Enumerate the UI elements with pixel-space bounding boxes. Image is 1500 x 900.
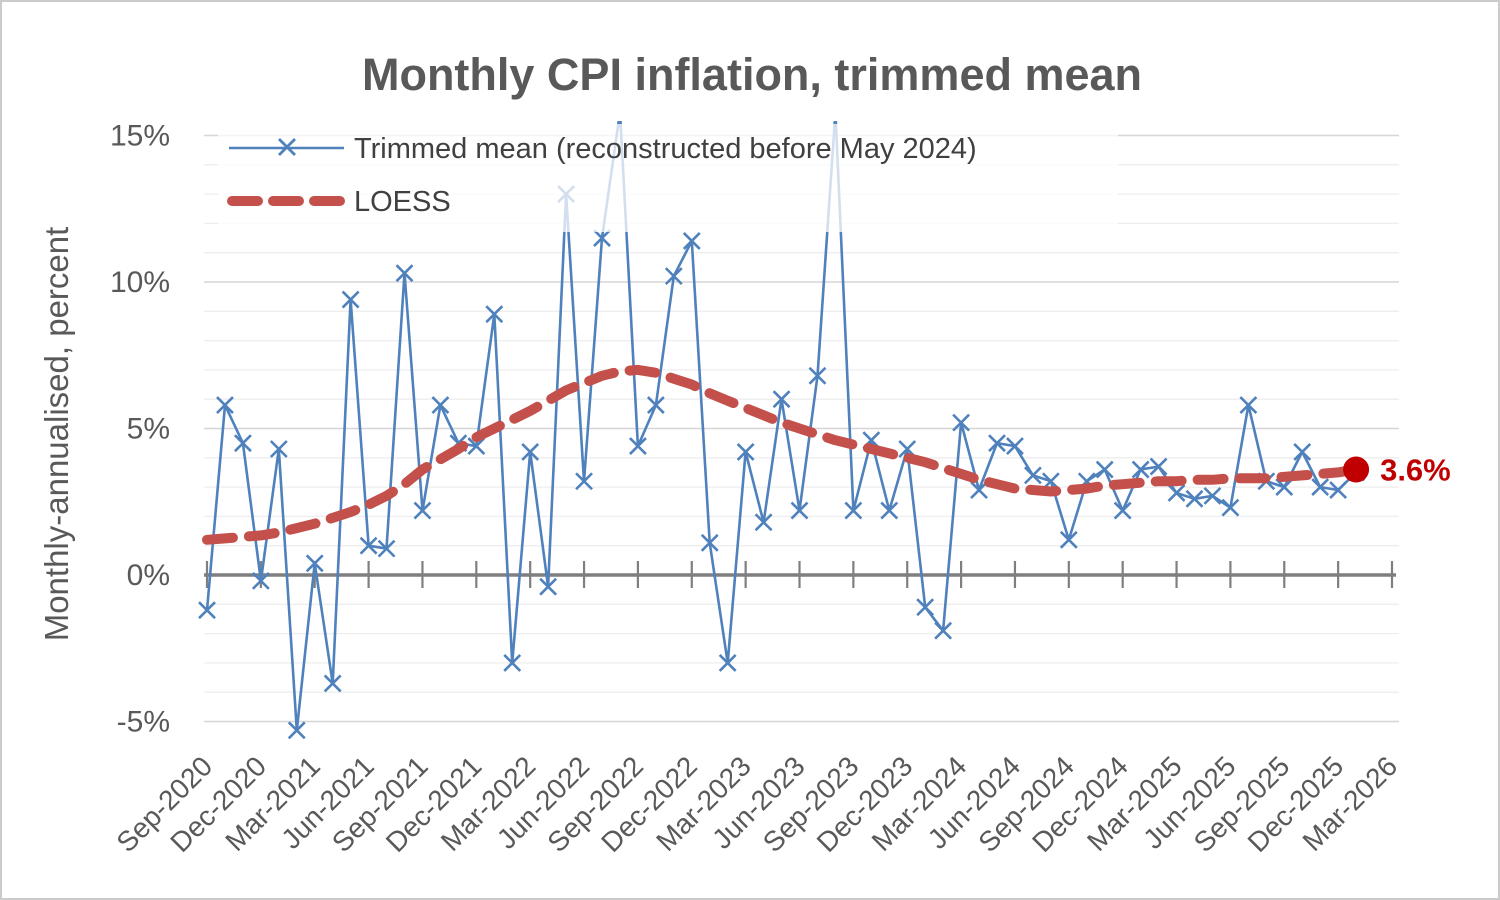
trimmed-mean-x-marker <box>664 267 683 286</box>
trimmed-mean-x-marker <box>503 653 522 672</box>
trimmed-mean-x-marker <box>1311 478 1330 497</box>
trimmed-mean-x-marker <box>682 232 701 250</box>
trimmed-mean-x-marker <box>970 481 988 499</box>
trimmed-mean-x-marker <box>395 264 414 283</box>
loess-legend-label: LOESS <box>354 186 451 218</box>
trimmed-mean-x-marker <box>1221 498 1240 517</box>
legend-item-loess[interactable]: LOESS <box>227 186 451 218</box>
trimmed-mean-x-marker <box>1113 501 1132 520</box>
y-tick-label: 0% <box>127 559 170 592</box>
trimmed-mean-x-marker <box>916 598 935 617</box>
trimmed-mean-x-marker <box>1239 396 1258 414</box>
trimmed-mean-x-marker <box>790 501 809 520</box>
trimmed-mean-x-marker <box>700 533 719 552</box>
trimmed-mean-x-marker <box>1293 443 1312 461</box>
series-layer <box>198 121 1366 740</box>
trimmed-mean-x-marker <box>1167 484 1186 502</box>
trimmed-mean-x-marker <box>1185 489 1204 508</box>
trimmed-mean-x-marker <box>305 554 324 573</box>
trimmed-mean-x-marker <box>1149 457 1168 476</box>
trimmed-mean-x-marker <box>1275 478 1294 497</box>
trimmed-mean-x-marker <box>646 396 665 414</box>
trimmed-mean-x-marker <box>772 390 791 409</box>
trimmed-mean-x-marker <box>269 440 288 458</box>
y-tick-label: -5% <box>117 706 170 739</box>
trimmed-mean-x-marker <box>934 621 953 640</box>
trimmed-mean-x-marker <box>485 305 504 324</box>
trimmed-mean-x-marker <box>880 501 899 520</box>
trimmed-mean-x-marker <box>575 472 593 491</box>
chart-title: Monthly CPI inflation, trimmed mean <box>362 49 1142 100</box>
trimmed-mean-x-marker <box>1023 466 1042 485</box>
legend-background <box>218 124 1118 232</box>
trimmed-mean-x-marker <box>988 434 1006 453</box>
trimmed-mean-x-marker <box>1329 481 1348 499</box>
trimmed-mean-x-marker <box>808 366 827 385</box>
trimmed-mean-x-marker <box>359 536 378 555</box>
y-tick-label: 10% <box>110 266 170 299</box>
trimmed-mean-x-marker <box>233 434 252 453</box>
trimmed-mean-x-marker <box>718 653 737 672</box>
trimmed-mean-x-marker <box>216 396 234 414</box>
trimmed-mean-x-marker <box>1131 460 1150 479</box>
trimmed-mean-x-marker <box>593 229 611 247</box>
trimmed-mean-x-marker <box>628 437 647 455</box>
trimmed-mean-legend-label: Trimmed mean (reconstructed before May 2… <box>354 133 977 165</box>
trimmed-mean-x-marker <box>251 571 270 590</box>
trimmed-mean-x-marker <box>539 577 558 596</box>
x-axis-layer <box>204 561 1396 588</box>
trimmed-mean-x-marker <box>467 437 486 455</box>
legend-item-trimmed-mean[interactable]: Trimmed mean (reconstructed before May 2… <box>229 133 977 165</box>
trimmed-mean-x-marker <box>521 443 540 461</box>
latest-value-dot <box>1343 456 1370 483</box>
trimmed-mean-x-marker <box>431 396 450 414</box>
trimmed-mean-x-marker <box>1059 530 1078 549</box>
loess-line <box>202 364 1362 545</box>
latest-value-label: 3.6% <box>1380 453 1451 488</box>
trimmed-mean-x-marker <box>323 674 342 693</box>
y-tick-label: 15% <box>110 120 170 153</box>
trimmed-mean-x-marker <box>1095 460 1114 479</box>
trimmed-mean-x-marker <box>341 290 360 309</box>
trimmed-mean-x-marker <box>754 513 773 532</box>
trimmed-mean-legend-x-marker-icon <box>278 138 296 156</box>
trimmed-mean-x-marker <box>952 413 971 432</box>
trimmed-mean-x-marker <box>1203 486 1222 505</box>
trimmed-mean-x-marker <box>736 443 755 461</box>
trimmed-mean-x-marker <box>198 601 216 620</box>
trimmed-mean-x-marker <box>1006 437 1024 455</box>
y-tick-label: 5% <box>127 413 170 446</box>
y-axis-title: Monthly-annualised, percent <box>38 227 75 642</box>
trimmed-mean-x-marker <box>287 721 306 740</box>
trimmed-mean-x-marker <box>413 501 432 520</box>
trimmed-mean-x-marker <box>377 539 396 558</box>
latest-value-annotation: 3.6% <box>1343 453 1451 488</box>
trimmed-mean-x-marker <box>844 501 863 520</box>
legend[interactable]: Trimmed mean (reconstructed before May 2… <box>218 124 1118 232</box>
